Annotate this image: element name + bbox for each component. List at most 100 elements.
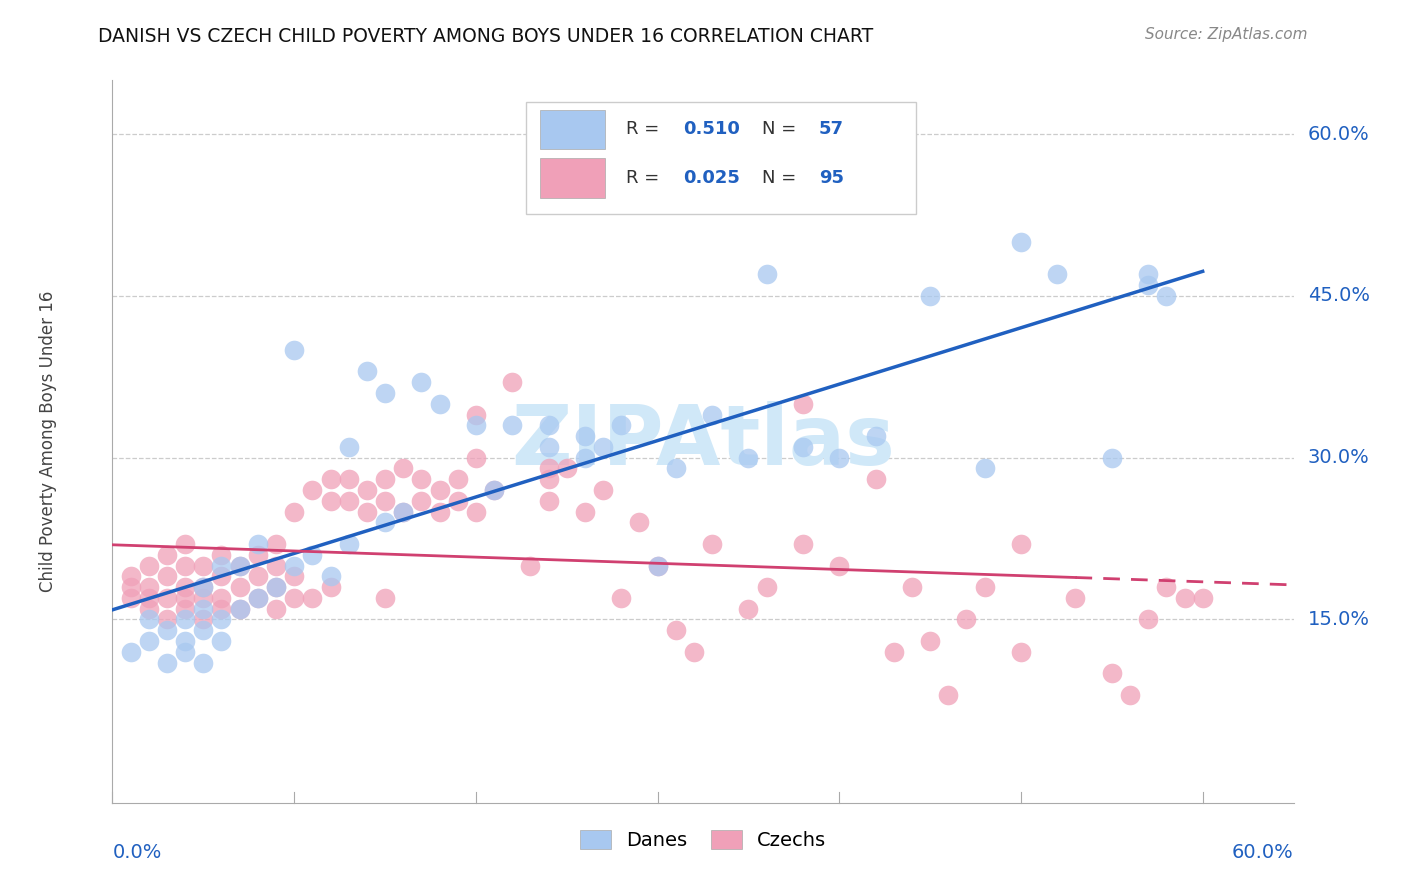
Point [936, 688, 959, 702]
Point [464, 505, 486, 519]
Point [683, 645, 706, 659]
Point [610, 418, 633, 433]
Point [337, 440, 360, 454]
Point [174, 537, 197, 551]
Point [482, 483, 505, 497]
Point [283, 591, 305, 605]
Point [264, 580, 287, 594]
Point [647, 558, 669, 573]
Point [792, 440, 814, 454]
Point [120, 645, 142, 659]
Point [482, 483, 505, 497]
Point [447, 493, 470, 508]
Point [174, 558, 197, 573]
Point [211, 591, 233, 605]
Point [319, 569, 342, 583]
Point [120, 580, 142, 594]
Point [356, 483, 378, 497]
Point [174, 645, 197, 659]
Point [828, 450, 851, 465]
Point [211, 569, 233, 583]
Point [973, 461, 995, 475]
Text: 95: 95 [818, 169, 844, 186]
Point [319, 472, 342, 486]
Point [828, 558, 851, 573]
Point [374, 493, 396, 508]
Point [537, 493, 560, 508]
Point [156, 569, 179, 583]
Point [138, 601, 160, 615]
Point [392, 505, 415, 519]
Point [1137, 268, 1160, 282]
Text: 0.0%: 0.0% [112, 843, 162, 862]
Point [537, 440, 560, 454]
Point [138, 591, 160, 605]
Text: 57: 57 [818, 120, 844, 138]
Point [610, 591, 633, 605]
Point [501, 376, 523, 390]
Point [193, 580, 215, 594]
Point [228, 558, 250, 573]
Point [174, 591, 197, 605]
FancyBboxPatch shape [540, 110, 605, 149]
Text: DANISH VS CZECH CHILD POVERTY AMONG BOYS UNDER 16 CORRELATION CHART: DANISH VS CZECH CHILD POVERTY AMONG BOYS… [98, 27, 873, 45]
Point [120, 569, 142, 583]
Point [319, 580, 342, 594]
Point [283, 505, 305, 519]
Point [193, 656, 215, 670]
Point [193, 580, 215, 594]
Point [865, 429, 887, 443]
Text: N =: N = [762, 169, 801, 186]
Point [665, 624, 688, 638]
Point [193, 601, 215, 615]
Point [1010, 537, 1032, 551]
Point [1101, 666, 1123, 681]
Point [537, 461, 560, 475]
Text: ZIPAtlas: ZIPAtlas [510, 401, 896, 482]
Point [138, 580, 160, 594]
Point [246, 569, 269, 583]
Point [464, 418, 486, 433]
Point [138, 612, 160, 626]
Point [374, 386, 396, 401]
Point [392, 461, 415, 475]
Point [447, 472, 470, 486]
Point [665, 461, 688, 475]
Point [301, 483, 323, 497]
Point [156, 624, 179, 638]
Point [1137, 612, 1160, 626]
Point [174, 601, 197, 615]
Point [700, 537, 723, 551]
Point [1156, 580, 1178, 594]
Text: 15.0%: 15.0% [1308, 610, 1369, 629]
FancyBboxPatch shape [526, 102, 915, 214]
Point [174, 634, 197, 648]
Point [555, 461, 578, 475]
FancyBboxPatch shape [540, 158, 605, 198]
Point [464, 408, 486, 422]
Point [283, 343, 305, 357]
Point [193, 612, 215, 626]
Point [955, 612, 977, 626]
Point [319, 493, 342, 508]
Point [374, 516, 396, 530]
Point [174, 612, 197, 626]
Point [537, 472, 560, 486]
Text: Child Poverty Among Boys Under 16: Child Poverty Among Boys Under 16 [38, 291, 56, 592]
Point [174, 580, 197, 594]
Point [228, 580, 250, 594]
Point [592, 483, 614, 497]
Point [264, 558, 287, 573]
Point [120, 591, 142, 605]
Point [411, 472, 433, 486]
Point [1156, 289, 1178, 303]
Point [156, 612, 179, 626]
Point [755, 580, 778, 594]
Point [156, 548, 179, 562]
Point [574, 505, 596, 519]
Point [211, 612, 233, 626]
Point [429, 397, 451, 411]
Point [246, 548, 269, 562]
Point [592, 440, 614, 454]
Text: Source: ZipAtlas.com: Source: ZipAtlas.com [1144, 27, 1308, 42]
